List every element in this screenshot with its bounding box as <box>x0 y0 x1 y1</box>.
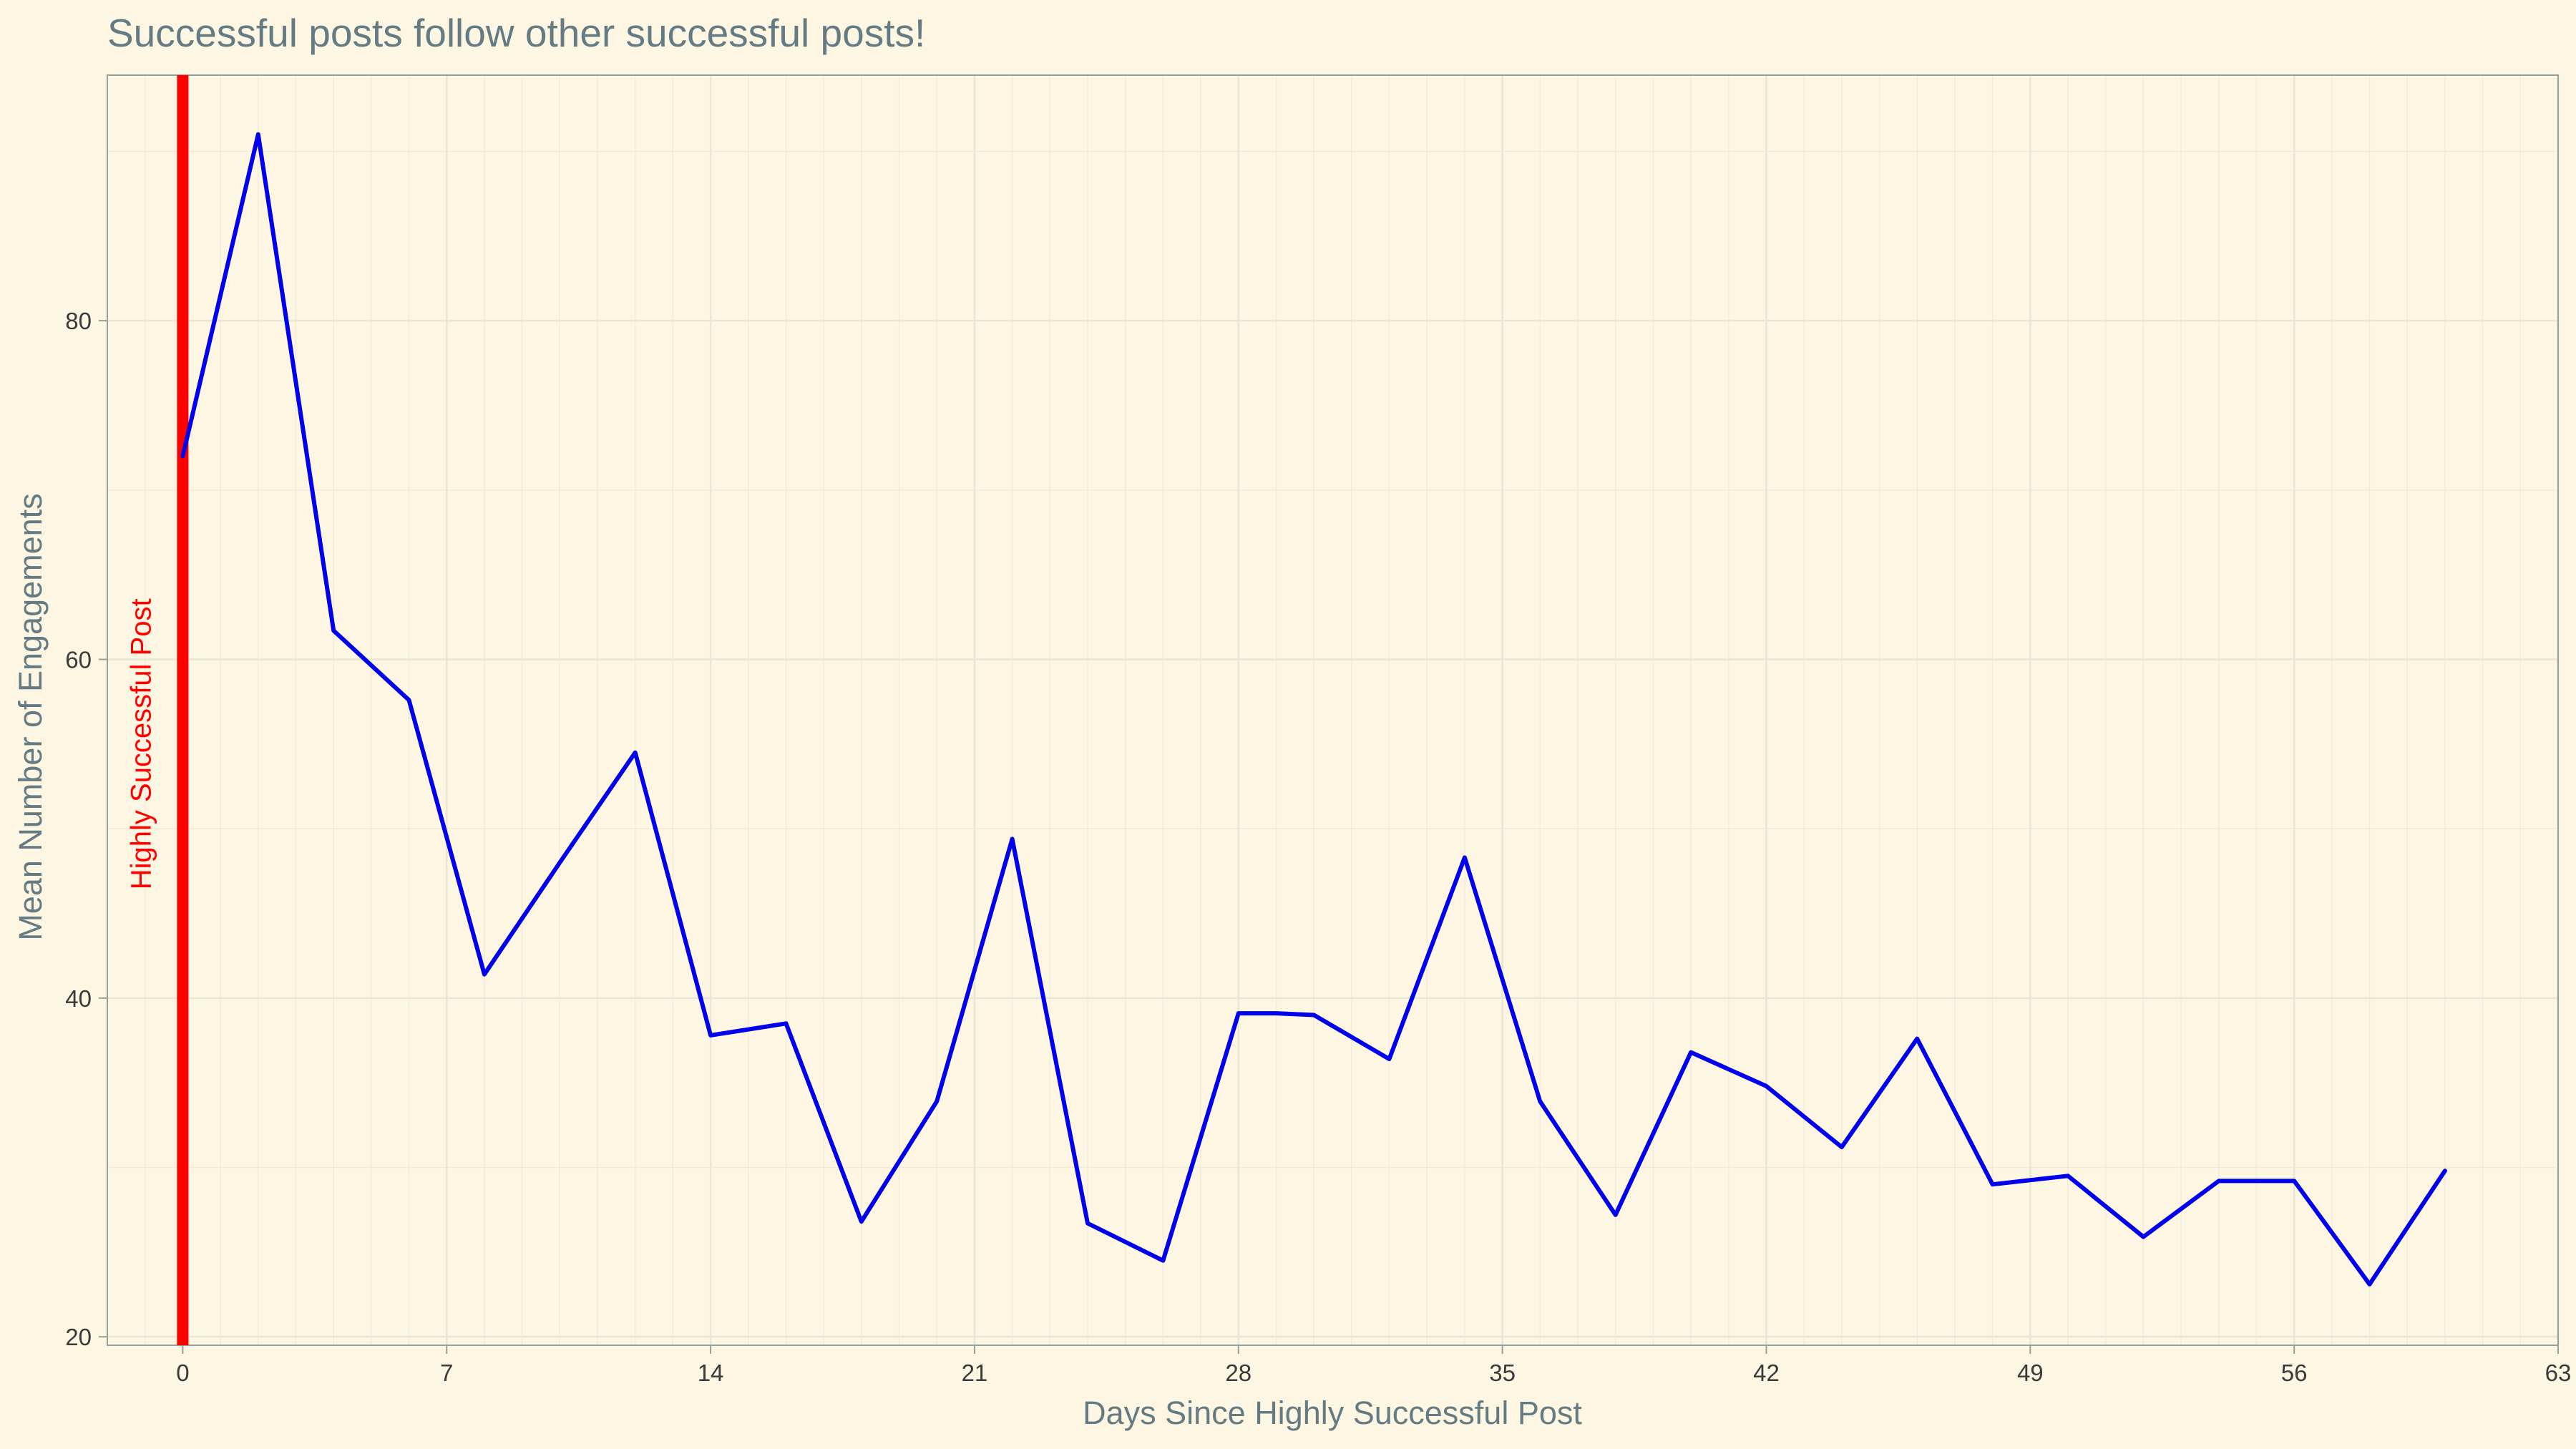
x-tick-label: 0 <box>176 1360 189 1386</box>
data-point <box>784 1022 788 1025</box>
data-point <box>2293 1179 2296 1183</box>
x-axis-ticks: 0 7 14 21 28 35 42 49 56 63 <box>176 1345 2571 1386</box>
data-point <box>1010 837 1014 841</box>
data-point <box>1538 1100 1542 1103</box>
annotation: Highly Successful Post <box>125 75 189 1345</box>
data-point <box>181 454 185 458</box>
data-point <box>1274 1012 1278 1015</box>
x-tick-label: 28 <box>1225 1360 1252 1386</box>
data-point <box>709 1033 713 1037</box>
data-point <box>2067 1174 2070 1178</box>
annotation-label: Highly Successful Post <box>125 598 157 889</box>
x-tick-label: 56 <box>2281 1360 2308 1386</box>
data-point <box>1765 1084 1768 1088</box>
major-gridlines <box>107 75 2560 1345</box>
y-tick-label: 60 <box>65 647 92 673</box>
data-point <box>1312 1013 1316 1017</box>
x-tick-label: 63 <box>2545 1360 2572 1386</box>
y-axis-label: Mean Number of Engagements <box>12 493 49 940</box>
y-tick-label: 40 <box>65 985 92 1012</box>
data-point <box>332 629 336 633</box>
data-point <box>1991 1183 1994 1186</box>
data-point <box>2217 1179 2220 1183</box>
data-point <box>1614 1213 1617 1216</box>
x-tick-label: 14 <box>698 1360 724 1386</box>
data-point <box>1161 1259 1165 1262</box>
data-point <box>558 861 562 864</box>
data-point <box>1840 1146 1843 1149</box>
y-tick-label: 20 <box>65 1324 92 1350</box>
series-group <box>180 132 2447 1287</box>
data-point <box>633 751 637 754</box>
data-point <box>1236 1012 1240 1015</box>
chart-title: Successful posts follow other successful… <box>107 11 925 55</box>
data-point <box>935 1100 939 1103</box>
plot-panel-border <box>107 74 2559 1346</box>
y-axis-ticks: 20 40 60 80 <box>65 308 107 1350</box>
data-point <box>407 698 411 702</box>
x-tick-label: 49 <box>2017 1360 2044 1386</box>
x-tick-label: 42 <box>1753 1360 1780 1386</box>
x-tick-label: 35 <box>1489 1360 1516 1386</box>
data-point <box>1463 856 1466 859</box>
data-point <box>1086 1221 1090 1225</box>
series-line-0 <box>180 132 2447 1287</box>
data-point <box>2443 1169 2446 1173</box>
data-point <box>2142 1235 2145 1239</box>
x-tick-label: 7 <box>440 1360 453 1386</box>
data-point <box>482 972 486 976</box>
data-point <box>256 132 260 136</box>
y-tick-label: 80 <box>65 308 92 334</box>
data-point <box>1916 1037 1919 1040</box>
data-point <box>859 1220 863 1224</box>
data-point <box>2368 1282 2371 1286</box>
data-point <box>1387 1058 1391 1061</box>
data-point <box>1689 1050 1693 1054</box>
x-tick-label: 21 <box>962 1360 988 1386</box>
x-axis-label: Days Since Highly Successful Post <box>1083 1395 1582 1431</box>
minor-gridlines <box>107 75 2558 1345</box>
